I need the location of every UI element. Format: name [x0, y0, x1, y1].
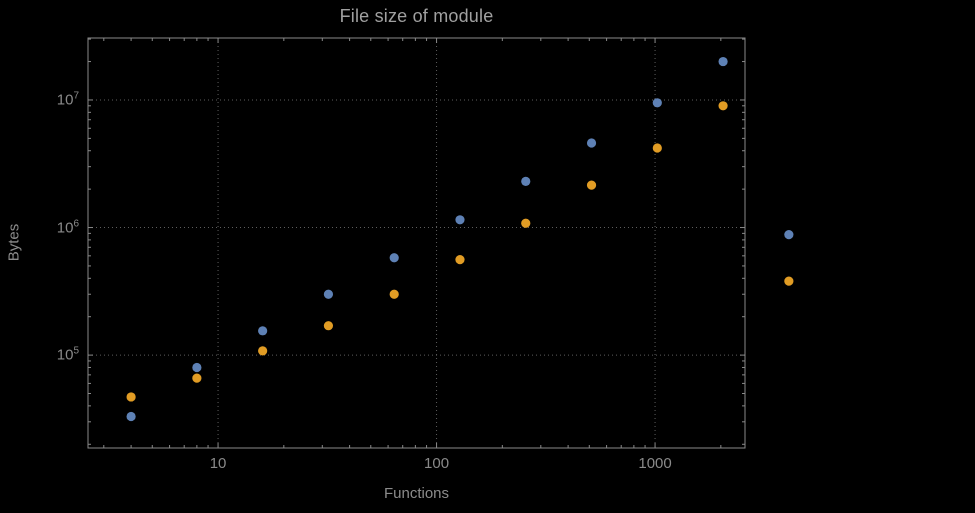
data-point-orange — [521, 218, 531, 228]
data-point-blue — [586, 138, 597, 148]
x-tick-label: 100 — [424, 455, 450, 472]
data-point-blue — [455, 215, 465, 225]
data-point-blue — [521, 176, 531, 186]
data-point-orange — [126, 392, 136, 402]
plot-frame — [87, 37, 746, 449]
data-point-blue — [323, 289, 334, 299]
data-point-blue — [784, 230, 794, 240]
y-axis-label: Bytes — [5, 223, 23, 262]
data-point-orange — [784, 276, 794, 286]
data-point-blue — [258, 326, 268, 336]
x-tick-label: 1000 — [638, 455, 672, 472]
data-point-orange — [192, 373, 202, 383]
y-tick-label: 106 — [56, 218, 79, 237]
gridlines — [88, 38, 745, 448]
y-tick-label: 105 — [56, 345, 79, 364]
data-point-orange — [718, 101, 728, 111]
chart-title: File size of module — [339, 6, 494, 26]
data-point-blue — [652, 98, 662, 108]
data-point-blue — [718, 56, 728, 67]
data-point-orange — [586, 180, 597, 190]
series-blue — [126, 56, 794, 422]
data-point-blue — [389, 253, 399, 263]
series-orange — [126, 101, 794, 402]
data-point-orange — [389, 289, 399, 299]
x-axis-label: Functions — [383, 485, 450, 502]
data-point-blue — [126, 411, 136, 422]
y-tick-label: 107 — [56, 90, 79, 109]
data-point-orange — [258, 346, 268, 356]
x-tick-label: 10 — [209, 455, 227, 472]
data-point-orange — [652, 143, 662, 153]
data-point-orange — [323, 321, 334, 331]
axis-ticks — [88, 38, 745, 448]
data-point-orange — [455, 255, 465, 265]
data-point-blue — [192, 362, 202, 373]
